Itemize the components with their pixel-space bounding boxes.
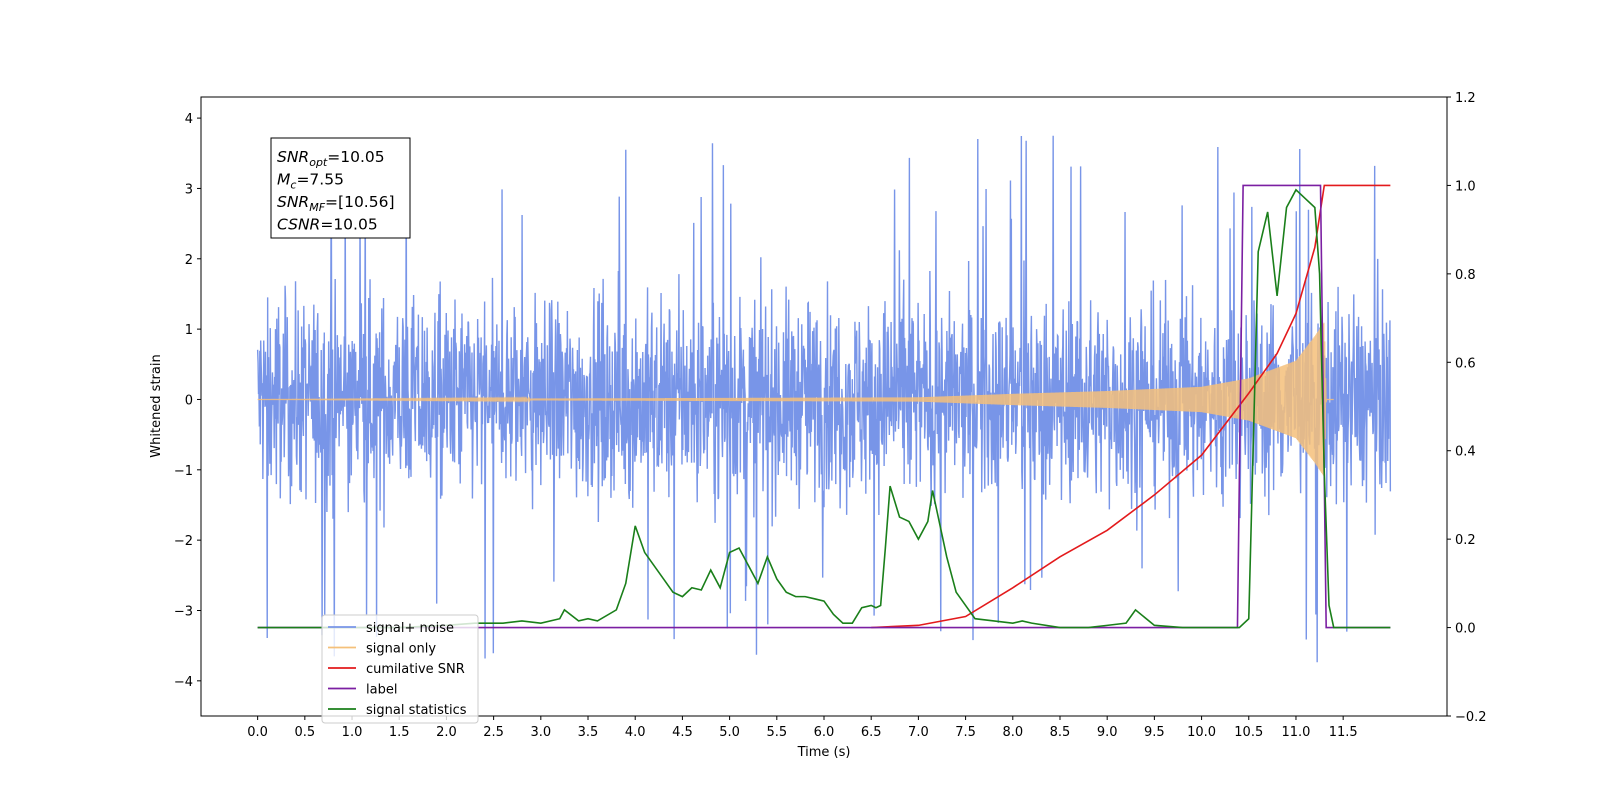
annotation-line: SNRMF=[10.56] [277,193,395,214]
x-tick-label: 3.5 [578,725,599,740]
annotation-line: SNRopt=10.05 [277,148,385,169]
y-tick-label: 1 [185,323,193,338]
annotation-value: =10.05 [327,148,384,166]
annotation-box: SNRopt=10.05Mc=7.55SNRMF=[10.56]CSNR=10.… [270,137,411,239]
annotation-value: =10.05 [320,216,377,234]
x-tick-label: 9.5 [1144,725,1165,740]
y2-tick-label: 0.4 [1455,445,1476,460]
y-tick-label: 4 [185,112,193,127]
y-tick-label: −1 [174,464,193,479]
annotation-symbol: M [277,171,290,189]
plot-area [256,135,1392,663]
x-tick-label: 0.5 [294,725,315,740]
legend-label: signal statistics [366,703,467,718]
x-tick-label: 4.0 [625,725,646,740]
x-tick-label: 5.5 [766,725,787,740]
y2-tick-label: 0.8 [1455,268,1476,283]
legend-label: signal+ noise [366,621,454,636]
legend-label: cumilative SNR [366,662,465,677]
annotation-symbol: SNR [277,148,309,166]
annotation-frame [270,137,411,239]
x-tick-label: 11.0 [1281,725,1310,740]
annotation-symbol: SNR [277,193,309,211]
y-axis-label: Whitened strain [149,354,164,457]
x-tick-label: 2.5 [483,725,504,740]
x-tick-label: 1.0 [342,725,363,740]
x-tick-label: 7.0 [908,725,929,740]
annotation-subscript: MF [309,201,325,214]
annotation-subscript: c [290,179,296,192]
legend-label: label [366,683,397,698]
y2-tick-label: 0.2 [1455,533,1476,548]
x-tick-label: 9.0 [1097,725,1118,740]
x-tick-label: 5.0 [719,725,740,740]
annotation-line: CSNR=10.05 [277,216,378,234]
legend-label: signal only [366,642,436,657]
x-tick-label: 1.5 [389,725,410,740]
x-tick-label: 2.0 [436,725,457,740]
annotation-symbol: CSNR [277,216,320,234]
y-tick-label: 0 [185,393,193,408]
y-tick-label: −3 [174,604,193,619]
x-tick-label: 7.5 [955,725,976,740]
series-signal-statistics [257,188,1391,629]
x-axis-label: Time (s) [797,745,851,760]
x-tick-label: 4.5 [672,725,693,740]
x-tick-label: 11.5 [1329,725,1358,740]
legend-frame [321,614,479,724]
axes: 0.0 0.5 1.0 1.5 2.0 2.5 3.0 3.5 4.0 4.5 5.0 5.5 6.0 6… [174,91,1487,740]
x-tick-label: 8.0 [1002,725,1023,740]
y2-tick-label: 1.0 [1455,179,1476,194]
annotation-subscript: opt [309,156,328,169]
x-tick-label: 10.0 [1187,725,1216,740]
y-tick-label: 2 [185,253,193,268]
y2-tick-label: 0.6 [1455,356,1476,371]
y-tick-label: −4 [174,675,193,690]
annotation-line: Mc=7.55 [277,171,344,192]
x-tick-label: 6.0 [814,725,835,740]
series-signal-only [257,322,1334,476]
annotation-value: =[10.56] [325,193,394,211]
y2-tick-label: −0.2 [1455,710,1487,725]
y-tick-label: 3 [185,182,193,197]
x-tick-label: 10.5 [1234,725,1263,740]
legend: signal+ noise signal only cumilative SNR la… [321,614,479,724]
y-tick-label: −2 [174,534,193,549]
x-tick-label: 3.0 [530,725,551,740]
y2-tick-label: 0.0 [1455,622,1476,637]
annotation-value: =7.55 [296,171,344,189]
x-tick-label: 6.5 [861,725,882,740]
y2-tick-label: 1.2 [1455,91,1476,106]
x-tick-label: 8.5 [1050,725,1071,740]
x-tick-label: 0.0 [247,725,268,740]
